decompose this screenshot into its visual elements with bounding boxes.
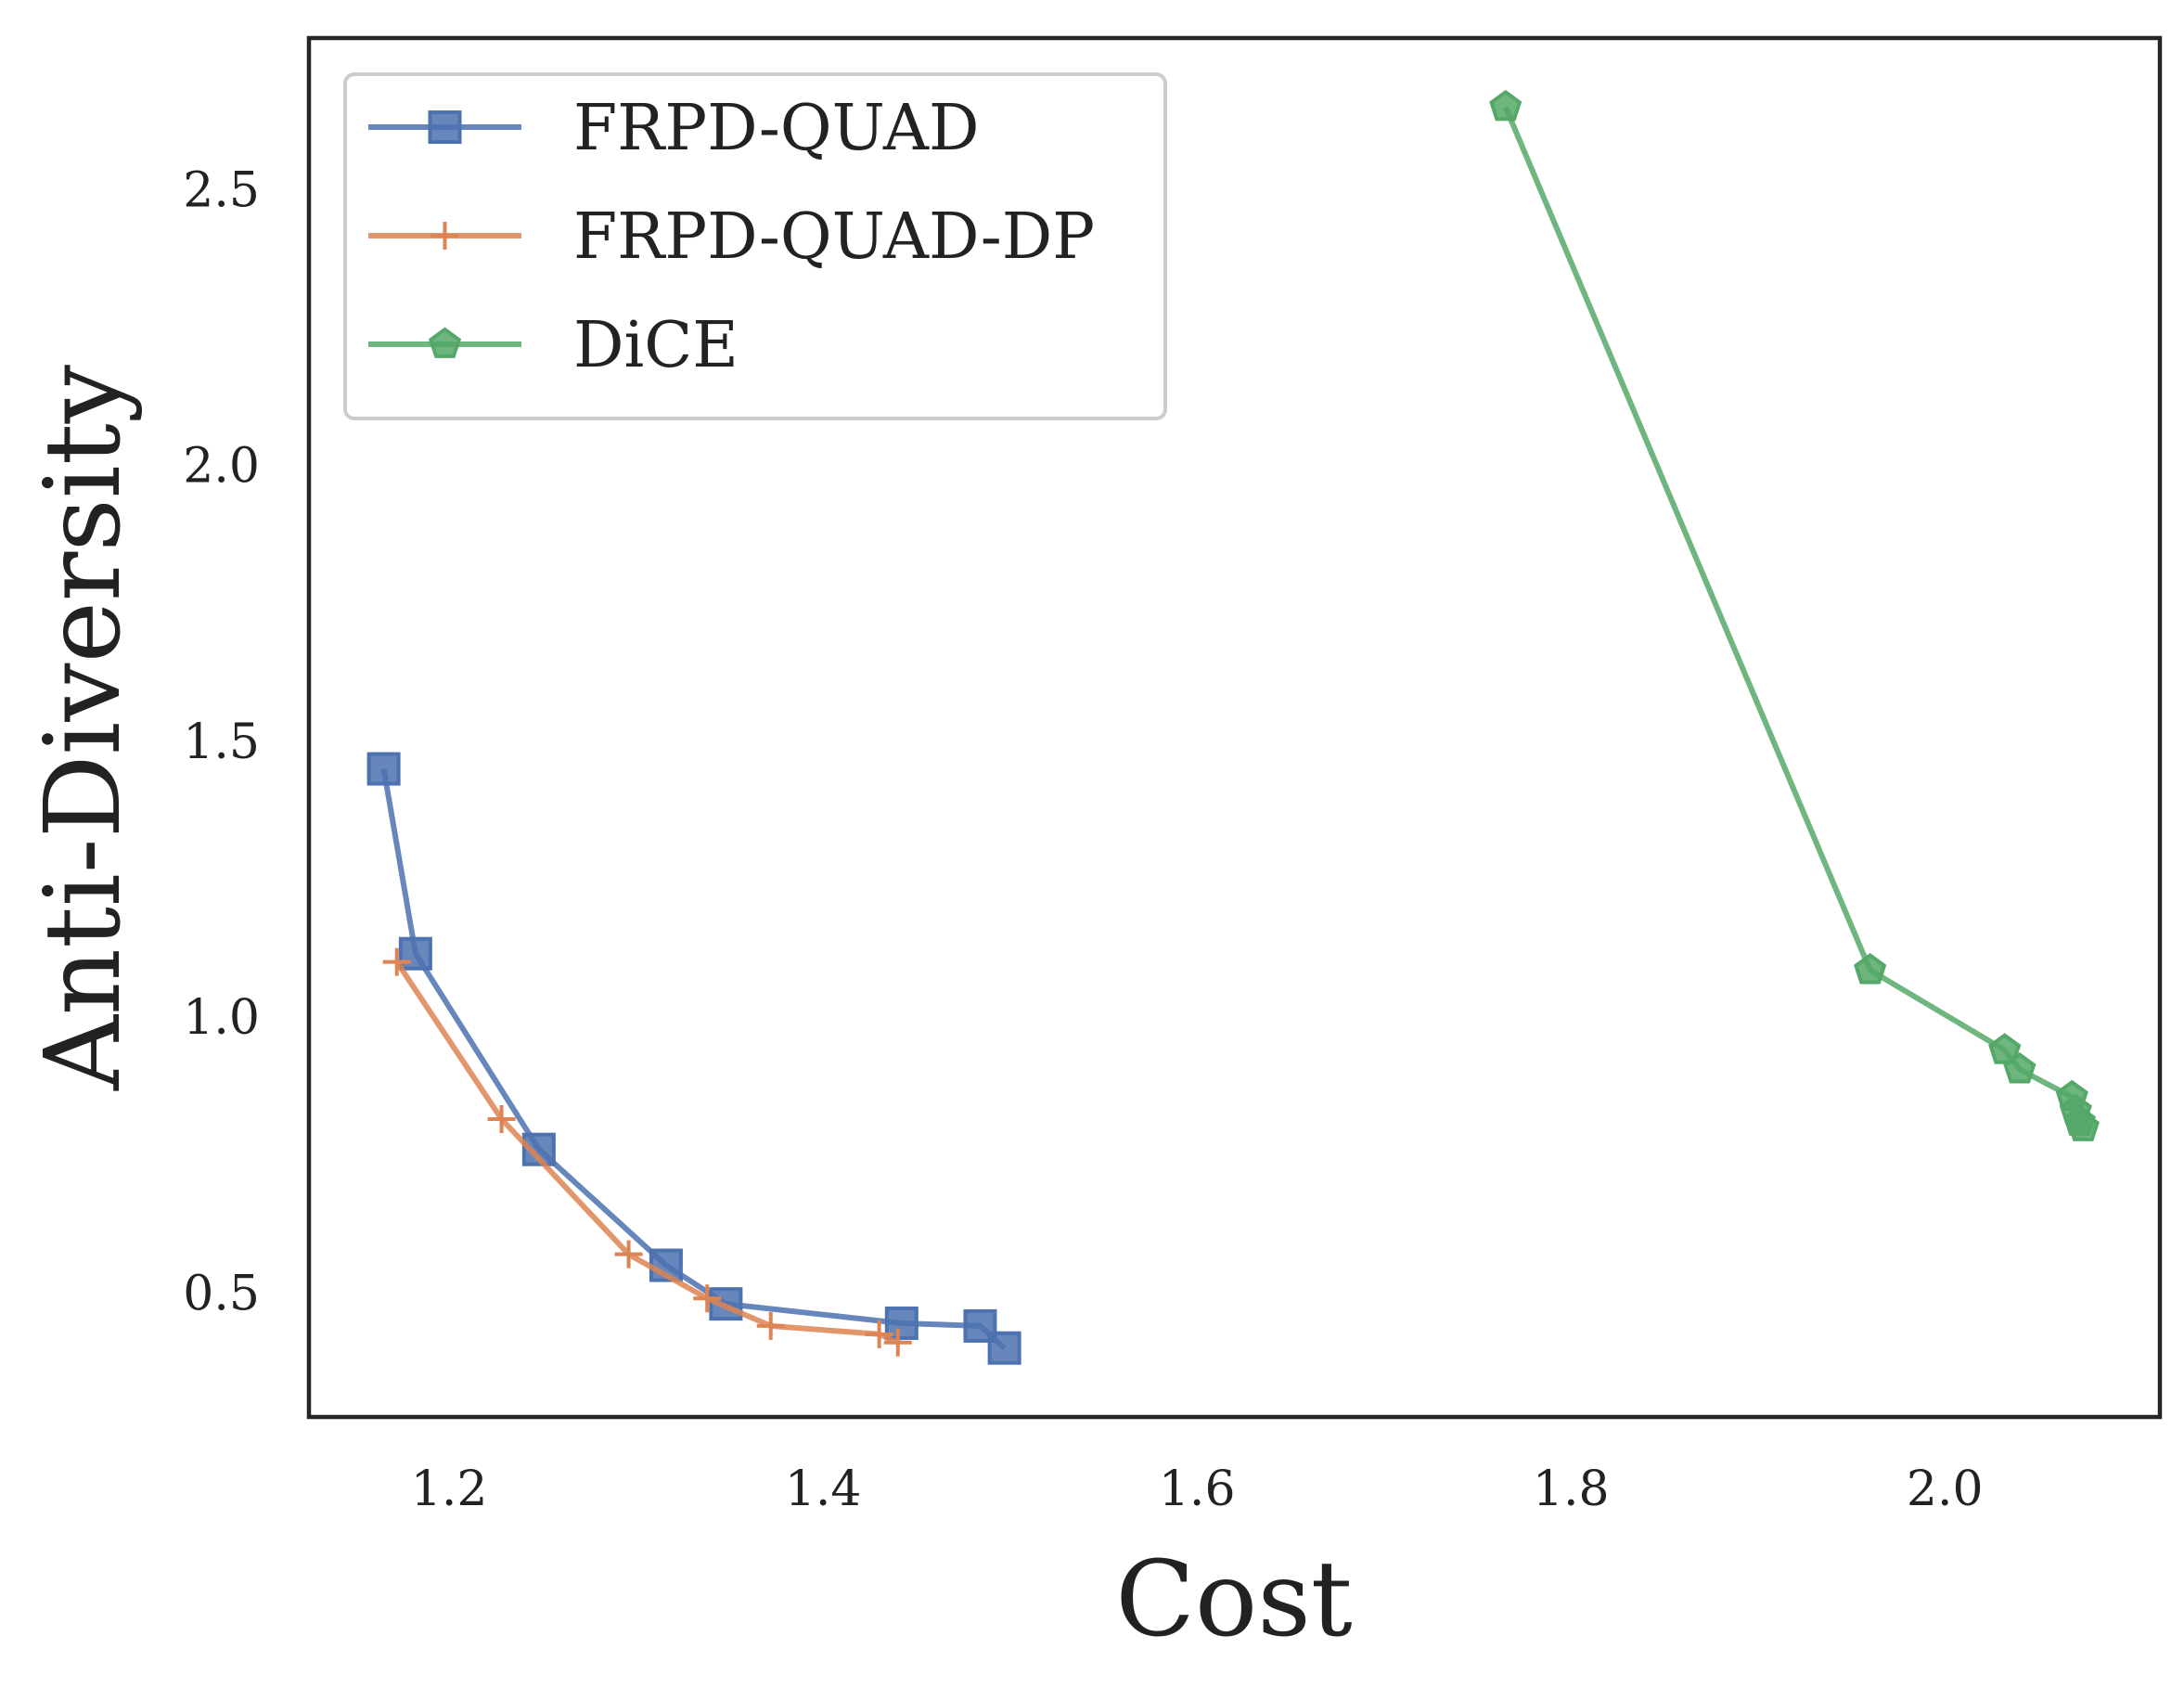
series-2: [1489, 89, 2100, 1141]
data-point: [865, 1320, 893, 1348]
y-tick-label: 0.5: [183, 1266, 260, 1321]
x-tick-label: 2.0: [1907, 1462, 1984, 1517]
x-tick-label: 1.2: [411, 1462, 488, 1517]
x-axis-title: Cost: [1115, 1539, 1353, 1660]
x-tick-label: 1.6: [1159, 1462, 1236, 1517]
legend-entry: FRPD-QUAD: [368, 92, 979, 165]
x-tick-label: 1.4: [785, 1462, 862, 1517]
y-axis-title: Anti-Diversity: [23, 365, 144, 1091]
data-point: [1988, 1033, 2022, 1064]
y-tick-label: 2.5: [183, 162, 260, 218]
x-tick-labels: 1.2 1.4 1.6 1.8 2.0: [411, 1462, 1984, 1517]
x-tick-label: 1.8: [1533, 1462, 1610, 1517]
data-point: [614, 1240, 643, 1269]
data-point: [487, 1105, 516, 1134]
data-point: [1489, 89, 1522, 122]
legend-label: DiCE: [573, 309, 739, 382]
data-point: [693, 1284, 722, 1313]
data-point: [366, 752, 401, 786]
data-point: [963, 1308, 997, 1343]
legend-box: [343, 72, 1167, 420]
legend-entry: DiCE: [368, 309, 739, 382]
series-0: [366, 752, 1021, 1365]
data-point: [987, 1331, 1021, 1365]
series-1: [382, 947, 912, 1357]
data-point: [883, 1328, 912, 1357]
y-tick-label: 1.0: [183, 990, 260, 1046]
legend-marker: [428, 327, 462, 358]
legend-marker: [428, 110, 462, 144]
y-tick-labels: 0.5 1.0 1.5 2.0 2.5: [183, 162, 260, 1321]
data-point: [2003, 1052, 2036, 1084]
data-point: [2066, 1110, 2100, 1141]
data-point: [382, 947, 411, 976]
legend-marker: [430, 222, 459, 250]
legend: FRPD-QUAD FRPD-QUAD-DP DiCE: [343, 72, 1167, 420]
legend-entry: FRPD-QUAD-DP: [368, 200, 1095, 274]
data-point: [398, 936, 432, 971]
y-tick-label: 2.0: [183, 439, 260, 495]
legend-label: FRPD-QUAD: [573, 92, 979, 165]
legend-label: FRPD-QUAD-DP: [573, 200, 1095, 274]
data-point: [756, 1311, 785, 1340]
series-layer: [366, 89, 2100, 1365]
data-point: [884, 1306, 919, 1340]
y-tick-label: 1.5: [183, 715, 260, 770]
data-point: [1854, 953, 1887, 985]
